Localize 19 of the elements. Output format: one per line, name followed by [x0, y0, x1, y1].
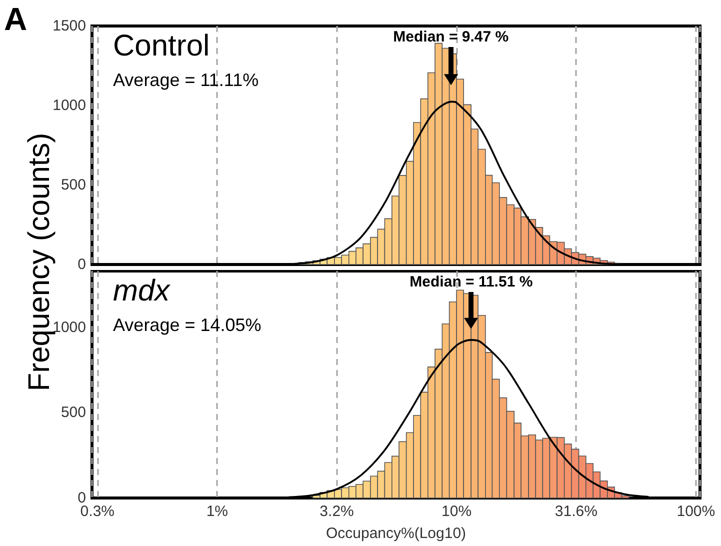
y-tick-label: 500 — [60, 404, 86, 422]
x-tick-label: 1% — [206, 503, 228, 520]
chart-title: mdx — [113, 274, 171, 308]
text: A — [4, 1, 28, 37]
annotation: Average = 11.11% — [113, 70, 259, 90]
annotation: Average = 14.05% — [113, 315, 262, 335]
annotation: Median = 11.51 % — [410, 274, 533, 290]
chart-title: Control — [113, 30, 210, 62]
y-axis-title: Frequency (counts) — [23, 132, 56, 392]
x-tick-label: 3.2% — [320, 503, 354, 520]
x-tick-label: 100% — [676, 503, 716, 520]
y-tick-label: 1000 — [52, 97, 86, 114]
x-axis-title: Occupancy%(Log10) — [326, 525, 466, 542]
y-tick-label: 1500 — [52, 18, 86, 34]
y-tick-label: 0 — [78, 256, 86, 273]
x-tick-label: 31.6% — [554, 503, 598, 520]
x-tick-label: 10% — [442, 503, 472, 520]
annotation: Median = 9.47 % — [393, 28, 509, 46]
y-tick-label: 500 — [60, 176, 86, 194]
